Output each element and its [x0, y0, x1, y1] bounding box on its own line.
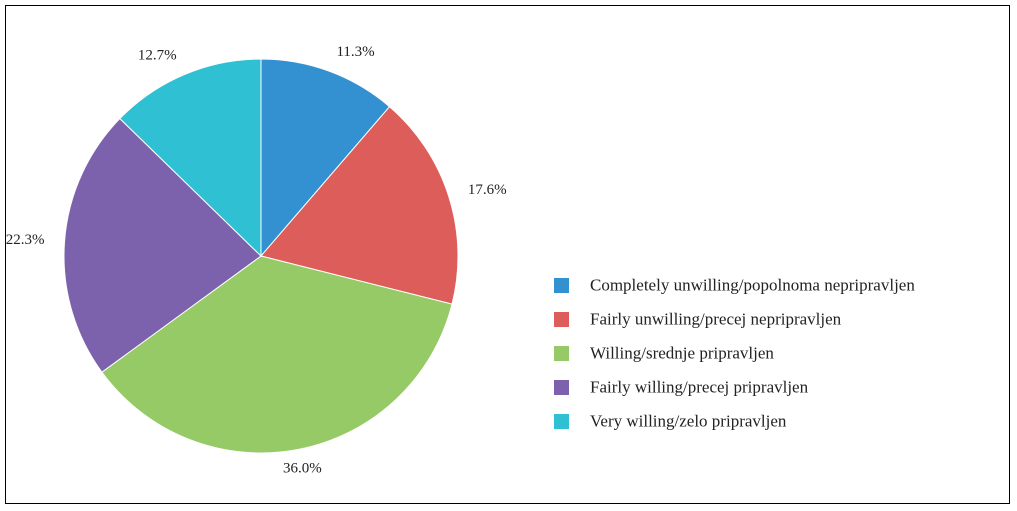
pie-slice-4 [63, 117, 262, 373]
slice-value-label: 22.3% [6, 232, 45, 248]
legend-swatch [554, 346, 569, 361]
pie-slice-2 [260, 105, 459, 305]
slice-value-label: 11.3% [336, 44, 374, 60]
legend-label: Very willing/zelo pripravljen [590, 411, 787, 430]
legend-item: Very willing/zelo pripravljen [554, 411, 787, 430]
legend-item: Fairly unwilling/precej nepripravljen [554, 309, 842, 328]
legend-swatch [554, 380, 569, 395]
legend-swatch [554, 414, 569, 429]
legend-item: Willing/srednje pripravljen [554, 343, 774, 362]
legend-swatch [554, 278, 569, 293]
slice-value-label: 36.0% [283, 460, 322, 476]
pie-slice-3 [101, 255, 453, 454]
legend-label: Willing/srednje pripravljen [590, 343, 774, 362]
slice-value-label: 17.6% [468, 182, 507, 198]
pie-slice-1 [260, 58, 391, 258]
legend-label: Fairly willing/precej pripravljen [590, 377, 809, 396]
legend-item: Fairly willing/precej pripravljen [554, 377, 809, 396]
legend-item: Completely unwilling/popolnoma nepriprav… [554, 275, 915, 294]
legend-label: Fairly unwilling/precej nepripravljen [590, 309, 842, 328]
legend-label: Completely unwilling/popolnoma nepriprav… [590, 275, 915, 294]
slice-value-label: 12.7% [138, 48, 177, 64]
pie-slice-5 [119, 58, 262, 258]
slice-labels: 11.3% 17.6% 36.0% 22.3% 12.7% [6, 44, 507, 476]
pie-slices [63, 58, 459, 454]
legend-swatch [554, 312, 569, 327]
legend: Completely unwilling/popolnoma nepriprav… [554, 275, 915, 430]
